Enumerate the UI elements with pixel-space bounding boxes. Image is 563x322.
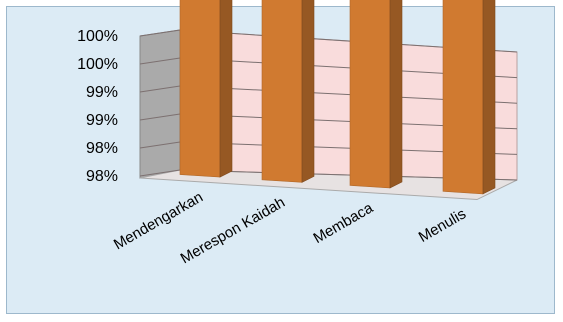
- bar-segment-front: [261, 0, 303, 183]
- gridline-side: [139, 169, 181, 177]
- gridline-side: [139, 141, 181, 149]
- gridline-side: [139, 113, 181, 121]
- bar-segment-front: [179, 0, 221, 178]
- bar-segment-side: [301, 0, 315, 183]
- gridline-side: [139, 57, 181, 65]
- y-tick-label: 100%: [77, 28, 118, 45]
- gridline-side: [139, 85, 181, 93]
- gridline-side: [139, 29, 181, 37]
- bar-segment-side: [482, 0, 496, 195]
- side-wall: [139, 29, 181, 179]
- y-tick-label: 100%: [77, 56, 118, 73]
- y-tick-label: 99%: [86, 112, 118, 129]
- y-tick-label: 99%: [86, 84, 118, 101]
- bar-segment-front: [349, 0, 391, 189]
- bar-segment-side: [389, 0, 403, 189]
- bar-segment-front: [442, 0, 484, 195]
- bar-segment-side: [219, 0, 233, 178]
- y-tick-label: 98%: [86, 140, 118, 157]
- x-category-label: Menulis: [416, 205, 469, 246]
- y-tick-label: 98%: [86, 168, 118, 185]
- x-category-label: Membaca: [310, 199, 376, 247]
